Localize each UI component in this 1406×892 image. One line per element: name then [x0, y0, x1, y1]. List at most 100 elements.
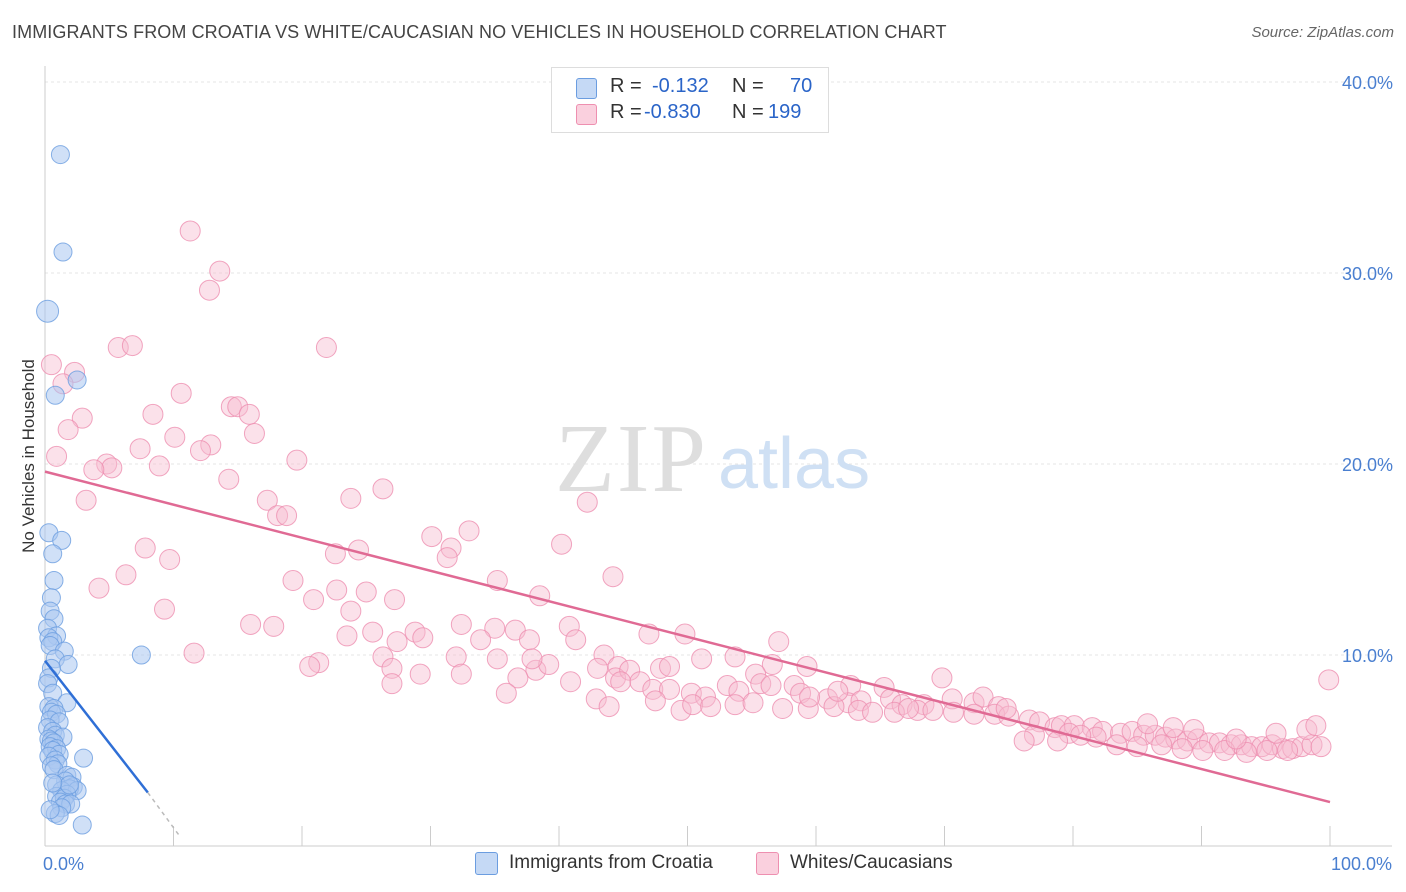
- whites-point-87: [538, 654, 560, 676]
- whites-point-189: [1137, 713, 1159, 735]
- legend-n-value-whites: 199: [768, 101, 802, 123]
- legend-n-value-croatia: 70: [790, 75, 813, 97]
- whites-point-97: [521, 648, 543, 670]
- whites-point-108: [495, 682, 517, 704]
- whites-point-199: [1305, 715, 1327, 737]
- whites-point-70: [518, 629, 540, 651]
- whites-point-30: [256, 489, 278, 511]
- series-croatia-points: [36, 145, 151, 835]
- whites-point-81: [724, 646, 746, 668]
- whites-point-20: [189, 440, 211, 462]
- whites-point-41: [159, 549, 181, 570]
- whites-point-109: [585, 688, 607, 710]
- croatia-point-7: [43, 544, 63, 564]
- whites-point-140: [907, 699, 929, 721]
- whites-point-24: [101, 457, 123, 479]
- whites-point-128: [644, 690, 666, 712]
- whites-point-184: [1256, 740, 1278, 761]
- series-whites-points: [40, 220, 1340, 763]
- whites-point-180: [1171, 738, 1193, 760]
- x-tick-label-max: 100.0%: [1331, 854, 1392, 874]
- whites-point-85: [381, 657, 403, 679]
- grid-lines: [45, 81, 1392, 656]
- whites-point-197: [898, 697, 920, 719]
- whites-point-73: [183, 642, 205, 664]
- croatia-point-20: [58, 655, 78, 675]
- whites-point-138: [862, 701, 884, 723]
- whites-point-96: [409, 663, 431, 685]
- croatia-point-18: [131, 645, 151, 665]
- legend-r-value-croatia: -0.132: [652, 75, 709, 97]
- whites-point-192: [1265, 722, 1287, 744]
- whites-point-68: [386, 631, 408, 653]
- watermark-zip: ZIP: [555, 405, 708, 513]
- whites-point-111: [659, 678, 681, 700]
- whites-point-16: [243, 422, 265, 444]
- whites-point-6: [315, 336, 337, 358]
- correlation-legend: R = -0.132 N = 70 R = -0.830 N = 199: [551, 67, 829, 133]
- whites-point-196: [827, 680, 849, 702]
- whites-point-94: [507, 667, 529, 689]
- whites-point-125: [972, 686, 994, 708]
- trend-lines: [44, 470, 1331, 837]
- legend-r-label: R =: [610, 101, 642, 123]
- whites-point-34: [276, 505, 298, 527]
- whites-point-172: [1310, 736, 1332, 758]
- whites-point-1: [209, 260, 231, 282]
- croatia-point-6: [52, 530, 72, 550]
- whites-point-77: [593, 644, 615, 666]
- whites-point-26: [148, 455, 170, 477]
- whites-point-64: [336, 625, 358, 647]
- whites-point-179: [1151, 734, 1173, 756]
- whites-point-106: [931, 667, 953, 689]
- whites-point-133: [742, 692, 764, 714]
- whites-point-186: [1013, 730, 1035, 752]
- chart-title: IMMIGRANTS FROM CROATIA VS WHITE/CAUCASI…: [12, 22, 947, 42]
- trend-line-croatia-extension: [147, 792, 181, 837]
- whites-point-38: [134, 537, 156, 559]
- whites-point-181: [1192, 740, 1214, 761]
- whites-point-98: [560, 671, 582, 693]
- whites-point-155: [1133, 724, 1155, 746]
- whites-point-57: [240, 613, 262, 635]
- whites-point-79: [650, 657, 672, 679]
- whites-point-62: [362, 621, 384, 643]
- whites-point-95: [450, 663, 472, 685]
- legend-n-label: N =: [732, 101, 764, 123]
- whites-point-60: [484, 617, 506, 639]
- whites-point-80: [691, 648, 713, 670]
- whites-point-46: [115, 564, 137, 586]
- whites-point-37: [551, 533, 573, 555]
- whites-point-10: [220, 396, 242, 418]
- whites-point-84: [299, 655, 321, 677]
- whites-point-52: [384, 589, 406, 611]
- whites-point-115: [760, 675, 782, 697]
- whites-point-76: [486, 648, 508, 670]
- legend-r-value-whites: -0.830: [644, 101, 701, 123]
- whites-point-54: [154, 598, 176, 620]
- whites-point-130: [682, 694, 704, 716]
- whites-point-185: [1277, 740, 1299, 761]
- whites-point-101: [716, 675, 738, 697]
- whites-point-58: [263, 615, 285, 637]
- whites-point-51: [303, 589, 325, 611]
- bottom-legend-label-whites: Whites/Caucasians: [790, 852, 953, 873]
- whites-point-88: [587, 657, 609, 679]
- whites-point-59: [450, 613, 472, 635]
- croatia-point-69: [43, 773, 63, 793]
- whites-point-42: [436, 547, 458, 569]
- whites-point-173: [1318, 669, 1340, 691]
- croatia-point-3: [67, 370, 87, 390]
- whites-point-99: [610, 671, 632, 693]
- whites-point-66: [565, 629, 587, 651]
- trend-line-croatia: [44, 659, 149, 794]
- croatia-point-68: [59, 775, 79, 795]
- whites-point-91: [659, 655, 681, 677]
- whites-point-152: [1092, 720, 1114, 742]
- whites-point-21: [46, 445, 68, 467]
- whites-point-17: [164, 426, 186, 448]
- whites-point-29: [75, 489, 97, 511]
- whites-point-33: [267, 505, 289, 527]
- whites-point-127: [598, 696, 620, 718]
- whites-point-190: [1162, 717, 1184, 739]
